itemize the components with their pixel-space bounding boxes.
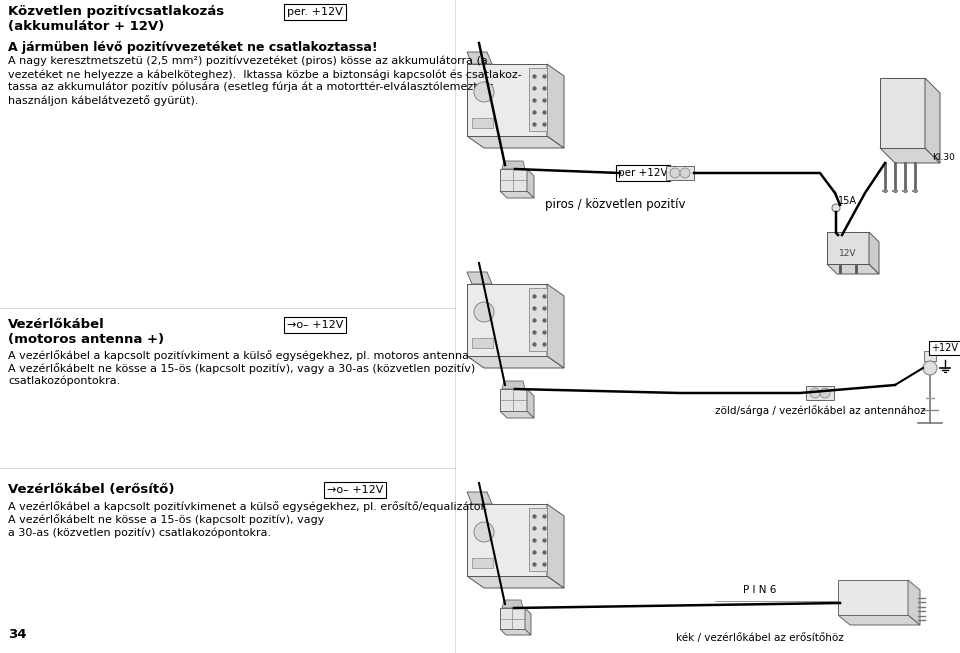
- Text: (motoros antenna +): (motoros antenna +): [8, 333, 164, 346]
- Polygon shape: [467, 492, 492, 504]
- Bar: [880, 78, 925, 148]
- Text: +12V: +12V: [931, 343, 958, 353]
- Polygon shape: [500, 411, 534, 418]
- Text: a 30-as (közvetlen pozitív) csatlakozópontokra.: a 30-as (közvetlen pozitív) csatlakozópo…: [8, 527, 271, 537]
- Circle shape: [810, 388, 820, 398]
- Bar: [500, 608, 525, 629]
- Polygon shape: [547, 64, 564, 148]
- Polygon shape: [880, 148, 940, 163]
- Text: piros / közvetlen pozitív: piros / közvetlen pozitív: [544, 198, 685, 211]
- Polygon shape: [908, 580, 920, 625]
- Text: 34: 34: [8, 628, 27, 641]
- Polygon shape: [502, 161, 525, 169]
- Polygon shape: [527, 169, 534, 198]
- Text: A vezérlőkábelt ne kösse a 15-ös (kapcsolt pozitív), vagy: A vezérlőkábelt ne kösse a 15-ös (kapcso…: [8, 514, 324, 525]
- Text: (akkumulátor + 12V): (akkumulátor + 12V): [8, 20, 164, 33]
- Bar: [838, 580, 908, 615]
- Text: per. +12V: per. +12V: [287, 7, 343, 17]
- Bar: [529, 508, 547, 571]
- Polygon shape: [525, 608, 531, 635]
- Text: Közvetlen pozitívcsatlakozás: Közvetlen pozitívcsatlakozás: [8, 5, 224, 18]
- Polygon shape: [467, 136, 564, 148]
- Text: A jármüben lévő pozitívvezetéket ne csatlakoztassa!: A jármüben lévő pozitívvezetéket ne csat…: [8, 41, 377, 54]
- Text: A vezérlőkábel a kapcsolt pozitívkimenet a külső egységekhez, pl. erősítő/equali: A vezérlőkábel a kapcsolt pozitívkimenet…: [8, 501, 488, 512]
- Polygon shape: [502, 381, 525, 389]
- Polygon shape: [500, 191, 534, 198]
- Circle shape: [832, 204, 840, 212]
- Polygon shape: [547, 504, 564, 588]
- Text: 12V: 12V: [839, 249, 856, 257]
- Text: Kl.30: Kl.30: [932, 153, 955, 163]
- Bar: [467, 504, 547, 576]
- Circle shape: [820, 388, 830, 398]
- Bar: [529, 288, 547, 351]
- Polygon shape: [467, 272, 492, 284]
- Circle shape: [923, 361, 937, 375]
- Bar: [467, 284, 547, 356]
- Bar: [472, 118, 493, 128]
- Text: P I N 6: P I N 6: [743, 585, 777, 595]
- Text: A nagy keresztmetszetü (2,5 mm²) pozitívvezetéket (piros) kösse az akkumulátorra: A nagy keresztmetszetü (2,5 mm²) pozitív…: [8, 56, 488, 67]
- Text: Vezérlőkábel: Vezérlőkábel: [8, 318, 105, 331]
- Bar: [500, 389, 527, 411]
- Text: →o– +12V: →o– +12V: [287, 320, 343, 330]
- Text: csatlakozópontokra.: csatlakozópontokra.: [8, 376, 120, 387]
- Bar: [666, 166, 694, 180]
- Polygon shape: [827, 264, 879, 274]
- Circle shape: [474, 82, 494, 102]
- Polygon shape: [925, 78, 940, 163]
- Text: használjon kábelátvezető gyürüt).: használjon kábelátvezető gyürüt).: [8, 95, 199, 106]
- Bar: [472, 558, 493, 568]
- Polygon shape: [467, 576, 564, 588]
- Polygon shape: [547, 284, 564, 368]
- Polygon shape: [838, 615, 920, 625]
- Bar: [529, 68, 547, 131]
- Polygon shape: [467, 356, 564, 368]
- Text: kék / vezérlőkábel az erősítőhöz: kék / vezérlőkábel az erősítőhöz: [676, 633, 844, 643]
- Bar: [806, 386, 834, 400]
- Text: zöld/sárga / vezérlőkábel az antennához: zöld/sárga / vezérlőkábel az antennához: [714, 405, 925, 416]
- Circle shape: [474, 522, 494, 542]
- Polygon shape: [502, 600, 523, 608]
- Circle shape: [474, 302, 494, 322]
- Bar: [500, 169, 527, 191]
- Bar: [924, 351, 936, 361]
- Circle shape: [670, 168, 680, 178]
- Text: →o– +12V: →o– +12V: [326, 485, 383, 495]
- Text: per +12V: per +12V: [618, 168, 668, 178]
- Polygon shape: [500, 629, 531, 635]
- Text: Vezérlőkábel (erősítő): Vezérlőkábel (erősítő): [8, 483, 175, 496]
- Polygon shape: [527, 389, 534, 418]
- Bar: [467, 64, 547, 136]
- Bar: [827, 232, 869, 264]
- Circle shape: [680, 168, 690, 178]
- Text: tassa az akkumulátor pozitív pólusára (esetleg fúrja át a motorttér-elválasztóle: tassa az akkumulátor pozitív pólusára (e…: [8, 82, 493, 93]
- Text: vezetéket ne helyezze a kábelköteghez).  Iktassa közbe a biztonsági kapcsolót és: vezetéket ne helyezze a kábelköteghez). …: [8, 69, 521, 80]
- Text: 15A: 15A: [838, 196, 857, 206]
- Polygon shape: [869, 232, 879, 274]
- Polygon shape: [467, 52, 492, 64]
- Text: A vezérlőkábelt ne kösse a 15-ös (kapcsolt pozitív), vagy a 30-as (közvetlen poz: A vezérlőkábelt ne kösse a 15-ös (kapcso…: [8, 363, 475, 374]
- Text: A vezérlőkábel a kapcsolt pozitívkiment a külső egységekhez, pl. motoros antenna: A vezérlőkábel a kapcsolt pozitívkiment …: [8, 350, 472, 361]
- Bar: [472, 338, 493, 348]
